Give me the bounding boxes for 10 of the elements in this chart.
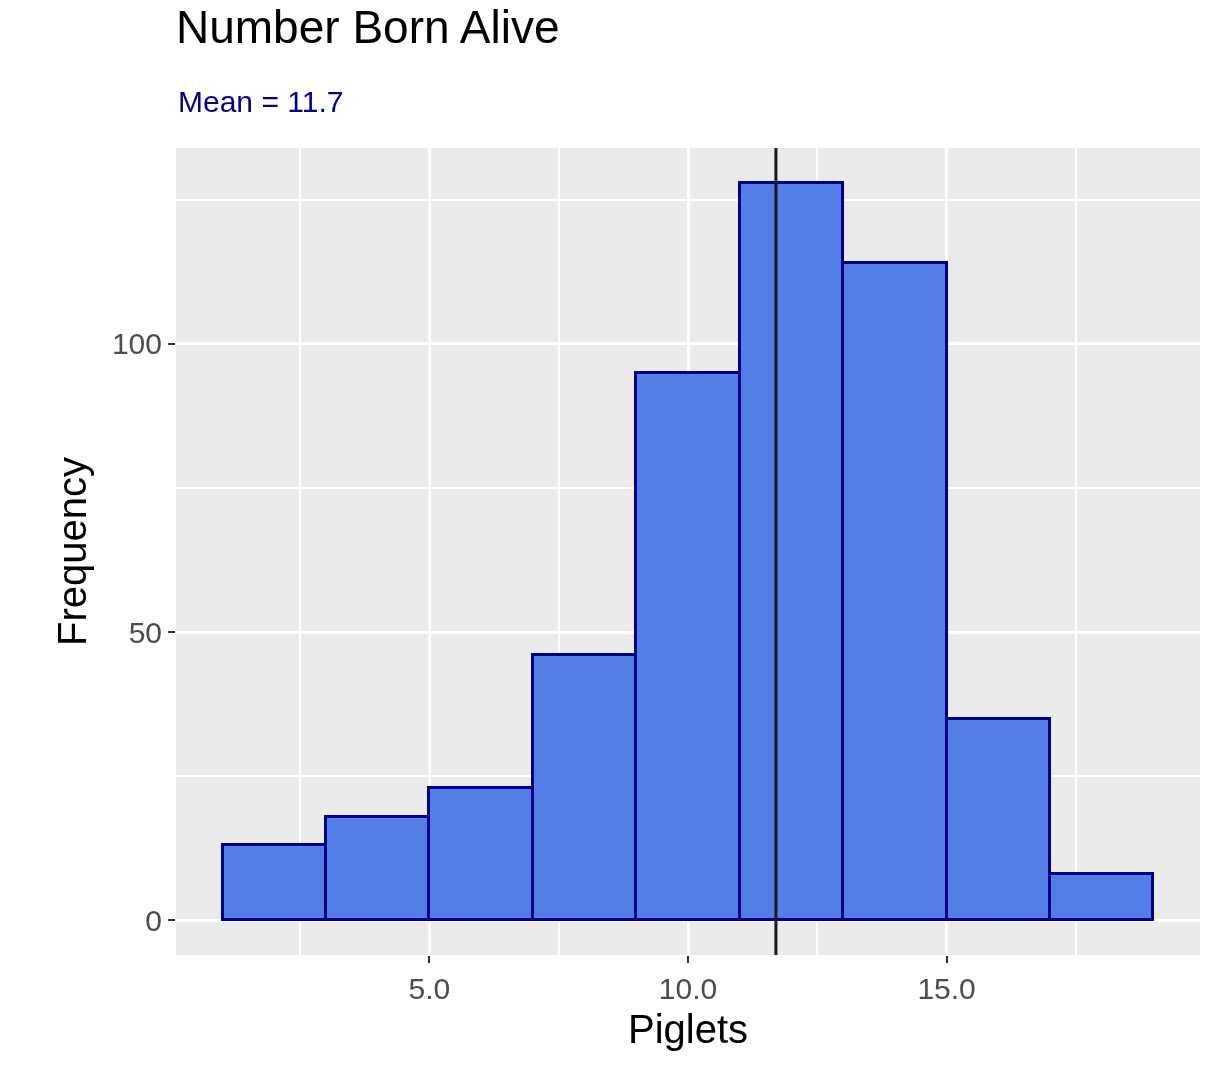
chart-subtitle: Mean = 11.7 xyxy=(178,85,344,118)
x-tick-label: 10.0 xyxy=(658,972,718,1005)
x-tick-label: 5.0 xyxy=(408,972,451,1005)
chart-title: Number Born Alive xyxy=(176,1,560,54)
y-tick-label: 0 xyxy=(145,903,162,937)
y-tick-label: 50 xyxy=(128,615,162,649)
x-axis-title: Piglets xyxy=(627,1006,749,1051)
y-tick-label: 100 xyxy=(111,327,162,361)
x-tick-label: 15.0 xyxy=(917,972,976,1005)
y-axis-title: Frequency xyxy=(50,457,95,646)
